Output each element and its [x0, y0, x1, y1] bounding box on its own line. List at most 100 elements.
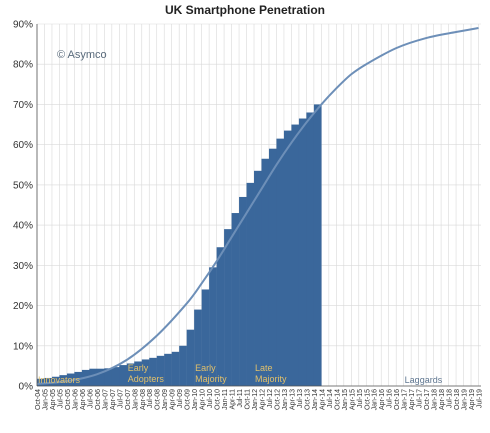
x-tick-label: Jul-11: [237, 389, 244, 408]
x-tick-label: Oct-11: [245, 389, 252, 410]
bar: [149, 357, 157, 386]
x-tick-label: Apr-05: [50, 389, 57, 410]
segment-label: Early: [195, 363, 216, 373]
x-tick-label: Jan-08: [132, 389, 139, 411]
x-tick-label: Apr-15: [349, 389, 356, 410]
x-tick-label: Jul-07: [117, 389, 124, 408]
x-tick-label: Oct-12: [274, 389, 281, 410]
x-tick-label: Oct-05: [65, 389, 72, 410]
y-tick-label: 20%: [13, 301, 33, 312]
adoption-curve: [36, 27, 479, 385]
x-tick-label: Apr-08: [140, 389, 147, 410]
x-tick-label: Oct-09: [185, 389, 192, 410]
x-tick-label: Jul-05: [57, 389, 64, 408]
segment-label: Innovators: [38, 375, 81, 385]
bar: [231, 213, 240, 386]
bar: [171, 351, 180, 386]
x-tick-label: Oct-06: [95, 389, 102, 410]
segment-label: Majority: [255, 374, 287, 384]
x-tick-label: Jan-05: [42, 389, 49, 411]
x-tick-label: Apr-07: [110, 389, 117, 410]
axes: [36, 24, 481, 387]
bar: [104, 368, 113, 386]
x-tick-label: Jan-09: [162, 389, 169, 411]
x-tick-label: Jul-10: [207, 389, 214, 408]
bar: [96, 368, 105, 386]
x-tick-label: Apr-19: [469, 389, 476, 410]
x-tick-label: Jul-14: [327, 389, 334, 408]
y-tick-label: 90%: [13, 20, 33, 31]
x-tick-label: Apr-18: [439, 389, 446, 410]
bar: [37, 378, 45, 386]
x-tick-label: Apr-17: [409, 389, 416, 410]
x-tick-label: Jan-12: [252, 389, 259, 411]
x-tick-label: Apr-11: [230, 389, 237, 410]
x-tick-label: Jul-16: [387, 389, 394, 408]
bar: [246, 182, 255, 386]
bar: [306, 112, 315, 386]
bar: [283, 130, 292, 386]
x-tick-label: Jul-15: [357, 389, 364, 408]
x-tick-label: Oct-18: [454, 389, 461, 410]
y-tick-label: 0%: [19, 382, 34, 393]
segment-label: Adopters: [128, 374, 165, 384]
bar: [186, 329, 195, 386]
x-tick-label: Jan-13: [282, 389, 289, 411]
bar: [291, 124, 300, 387]
x-tick-label: Oct-13: [304, 389, 311, 410]
bar: [216, 247, 225, 386]
x-tick-label: Apr-16: [379, 389, 386, 410]
x-tick-label: Apr-14: [319, 389, 326, 410]
x-tick-label: Jul-18: [447, 389, 454, 408]
bar: [156, 355, 165, 386]
bar: [194, 309, 202, 386]
x-tick-label: Oct-07: [125, 389, 132, 410]
x-axis-ticks: Oct-04 Jan-05 Apr-05 Jul-05 Oct-05 Jan-06 Apr-…: [35, 389, 484, 411]
bar: [179, 345, 187, 386]
x-tick-label: Jul-17: [417, 389, 424, 408]
credit-label: © Asymco: [57, 49, 107, 61]
x-tick-label: Jan-10: [192, 389, 199, 411]
segment-label: Laggards: [405, 375, 443, 385]
bar: [209, 267, 217, 386]
bar: [201, 289, 210, 386]
x-tick-label: Jan-07: [102, 389, 109, 411]
x-tick-label: Jan-14: [312, 389, 319, 411]
bar: [134, 361, 142, 386]
x-tick-label: Apr-09: [170, 389, 177, 410]
bar: [164, 353, 172, 386]
x-tick-label: Jul-09: [177, 389, 184, 408]
y-tick-label: 50%: [13, 180, 33, 191]
bar-series: [37, 104, 322, 387]
segment-label: Majority: [195, 374, 227, 384]
x-tick-label: Jul-19: [477, 389, 484, 408]
x-tick-label: Jan-15: [342, 389, 349, 411]
bar: [268, 148, 277, 386]
x-tick-label: Oct-15: [364, 389, 371, 410]
x-tick-label: Jul-06: [87, 389, 94, 408]
y-axis-ticks: 0% 10% 20% 30% 40% 50% 60% 70% 80% 90%: [13, 20, 33, 393]
y-tick-label: 30%: [13, 261, 33, 272]
x-tick-label: Jan-16: [372, 389, 379, 411]
curve-series: [36, 27, 479, 385]
bar: [239, 196, 247, 386]
bar: [89, 368, 98, 386]
bar: [313, 104, 322, 386]
x-tick-label: Jan-17: [402, 389, 409, 411]
bar: [254, 170, 262, 386]
x-tick-label: Jan-18: [432, 389, 439, 411]
bar: [126, 363, 135, 386]
bar: [261, 158, 270, 386]
x-tick-label: Jan-19: [462, 389, 469, 411]
bar: [51, 376, 60, 386]
x-tick-label: Apr-13: [289, 389, 296, 410]
y-tick-label: 70%: [13, 100, 33, 111]
bar: [119, 365, 127, 386]
x-tick-label: Jul-13: [297, 389, 304, 408]
bar: [141, 359, 150, 386]
y-tick-label: 40%: [13, 221, 33, 232]
bar: [298, 118, 307, 387]
y-tick-label: 80%: [13, 60, 33, 71]
